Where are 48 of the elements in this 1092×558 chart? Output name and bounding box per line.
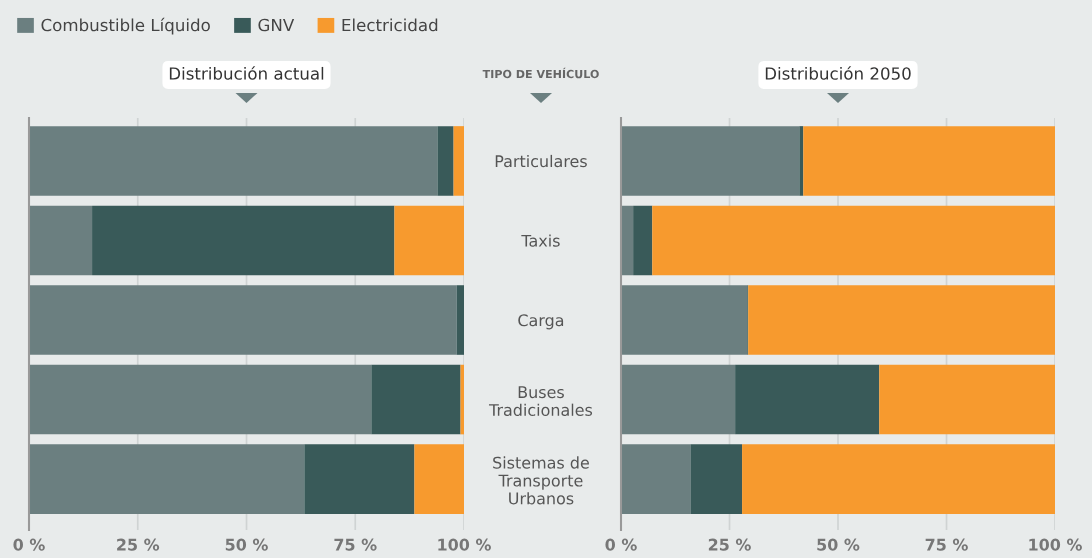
x-tick-label: 100 % <box>438 538 491 551</box>
bar <box>437 126 454 196</box>
bar <box>414 444 464 514</box>
x-tick-label: 75 % <box>925 538 968 551</box>
bar <box>456 285 464 355</box>
bar <box>690 444 743 514</box>
bar <box>633 205 653 276</box>
bar <box>742 444 1055 514</box>
x-tick-label: 25 % <box>708 538 751 551</box>
x-tick-label: 25 % <box>117 538 160 551</box>
bar <box>879 364 1055 435</box>
bar <box>29 285 457 355</box>
bar <box>621 126 800 196</box>
x-tick-label: 75 % <box>334 538 377 551</box>
bar <box>394 205 464 276</box>
x-tick-label: 50 % <box>817 538 860 551</box>
chart-title: Distribución 2050 <box>765 66 911 80</box>
bar <box>621 205 634 276</box>
x-tick-label: 0 % <box>605 538 637 551</box>
bar <box>29 126 438 196</box>
bar <box>29 444 305 514</box>
bar <box>29 364 372 435</box>
bar <box>799 126 804 196</box>
bar <box>371 364 461 435</box>
x-tick-label: 50 % <box>225 538 268 551</box>
legend-label: GNV <box>258 18 295 32</box>
y-tick-label: Taxis <box>521 234 560 247</box>
legend-label: Combustible Líquido <box>41 17 210 35</box>
y-tick-label: Buses Tradicionales <box>488 386 593 417</box>
bar <box>304 444 415 514</box>
bar <box>29 205 93 276</box>
bar <box>652 205 1055 276</box>
legend-label: Electricidad <box>342 18 438 32</box>
bar <box>92 205 395 276</box>
chart-title: Distribución actual <box>169 66 324 80</box>
bar <box>748 285 1055 355</box>
y-tick-label: Sistemas de Transporte Urbanos <box>493 456 589 505</box>
x-tick-label: 0 % <box>13 538 45 551</box>
y-tick-label: Carga <box>518 314 564 330</box>
x-tick-label: 100 % <box>1029 538 1082 551</box>
bar <box>735 364 880 435</box>
bar <box>621 364 736 435</box>
bar <box>803 126 1055 196</box>
bar <box>453 126 464 196</box>
y-axis-title: TIPO DE VEHÍCULO <box>482 67 599 79</box>
bar <box>621 285 748 355</box>
y-tick-label: Particulares <box>495 154 587 168</box>
bar <box>621 444 691 514</box>
